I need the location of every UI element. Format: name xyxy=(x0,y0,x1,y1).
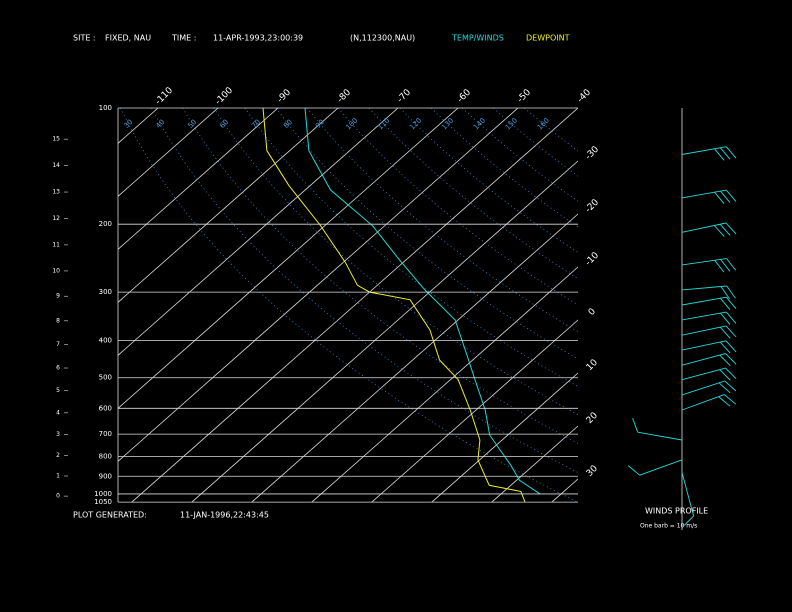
pressure-label: 1000 xyxy=(94,490,112,498)
pressure-label: 100 xyxy=(99,104,112,112)
height-label: 0 xyxy=(56,493,60,500)
dry-adiabat-label: 80 xyxy=(282,118,294,130)
pressure-label: 1050 xyxy=(94,498,112,506)
height-label: 1 xyxy=(56,473,60,480)
dry-adiabat xyxy=(120,108,578,502)
dry-adiabat-label: 60 xyxy=(218,118,230,130)
isotherm-label: 0 xyxy=(587,307,598,318)
height-label: 12 xyxy=(52,215,60,222)
height-label: 10 xyxy=(52,267,60,274)
pressure-label: 900 xyxy=(99,472,112,480)
wind-barb xyxy=(681,380,737,396)
height-label: 7 xyxy=(56,341,60,348)
height-label: 3 xyxy=(56,431,60,438)
isotherm xyxy=(311,266,578,502)
legend-entry: TEMP/WINDS xyxy=(451,34,504,43)
winds-note: One barb = 10 m/s xyxy=(640,523,697,530)
height-label: 2 xyxy=(56,452,60,459)
wind-barb xyxy=(681,285,736,300)
height-label: 13 xyxy=(52,189,60,196)
isotherm xyxy=(131,108,578,502)
isotherm xyxy=(118,108,219,197)
dry-adiabat-label: 90 xyxy=(314,118,326,130)
isotherm xyxy=(118,108,279,250)
dry-adiabat-label: 30 xyxy=(123,118,135,130)
dry-adiabat-label: 50 xyxy=(186,118,198,130)
isotherm xyxy=(191,160,578,502)
wind-barb xyxy=(627,459,683,476)
plot-area xyxy=(118,108,578,502)
height-label: 11 xyxy=(52,241,60,248)
generated-label: PLOT GENERATED: xyxy=(73,511,147,520)
height-label: 14 xyxy=(52,162,60,169)
height-label: 5 xyxy=(56,387,60,394)
wind-barb xyxy=(681,189,737,204)
height-label: 6 xyxy=(56,365,60,372)
height-label: 4 xyxy=(56,409,60,416)
isotherm xyxy=(431,372,578,502)
wind-barb xyxy=(681,340,737,354)
pressure-label: 800 xyxy=(99,453,112,461)
isotherm xyxy=(371,319,578,502)
dry-adiabat-label: 70 xyxy=(250,118,262,130)
pressure-label: 400 xyxy=(99,336,112,344)
wind-barb xyxy=(681,222,737,237)
isotherm xyxy=(118,108,399,356)
wind-barb xyxy=(681,472,695,527)
time-label: TIME : xyxy=(171,34,196,43)
profile-line xyxy=(262,108,526,502)
wind-barb xyxy=(681,367,737,381)
dry-adiabat xyxy=(182,108,578,444)
pressure-label: 300 xyxy=(99,288,112,296)
wind-barb xyxy=(681,258,737,273)
station: (N,112300,NAU) xyxy=(350,34,415,43)
site-label: SITE : xyxy=(73,34,96,43)
profile-line xyxy=(304,108,541,495)
height-label: 8 xyxy=(56,317,60,324)
pressure-label: 200 xyxy=(99,220,112,228)
isotherm xyxy=(491,425,578,502)
isotherm xyxy=(118,108,519,462)
legend-entry: DEWPOINT xyxy=(526,34,570,43)
generated: 11-JAN-1996,22:43:45 xyxy=(180,511,269,520)
pressure-label: 600 xyxy=(99,404,112,412)
isotherm xyxy=(118,108,339,303)
site: FIXED, NAU xyxy=(105,34,151,43)
dry-adiabat xyxy=(244,108,578,388)
height-label: 9 xyxy=(56,293,60,300)
isotherm xyxy=(251,213,578,502)
height-label: 15 xyxy=(52,136,60,143)
pressure-label: 500 xyxy=(99,374,112,382)
winds-title: WINDS PROFILE xyxy=(645,507,708,516)
wind-barb xyxy=(681,311,737,325)
wind-barb xyxy=(681,353,737,367)
dry-adiabat-label: 40 xyxy=(154,118,166,130)
isotherm xyxy=(118,108,459,409)
wind-barb xyxy=(681,394,737,411)
pressure-label: 700 xyxy=(99,430,112,438)
wind-barb xyxy=(681,296,737,310)
time: 11-APR-1993,23:00:39 xyxy=(213,34,303,43)
wind-barb xyxy=(681,146,737,161)
wind-barb xyxy=(632,417,683,441)
wind-barb xyxy=(681,325,737,339)
